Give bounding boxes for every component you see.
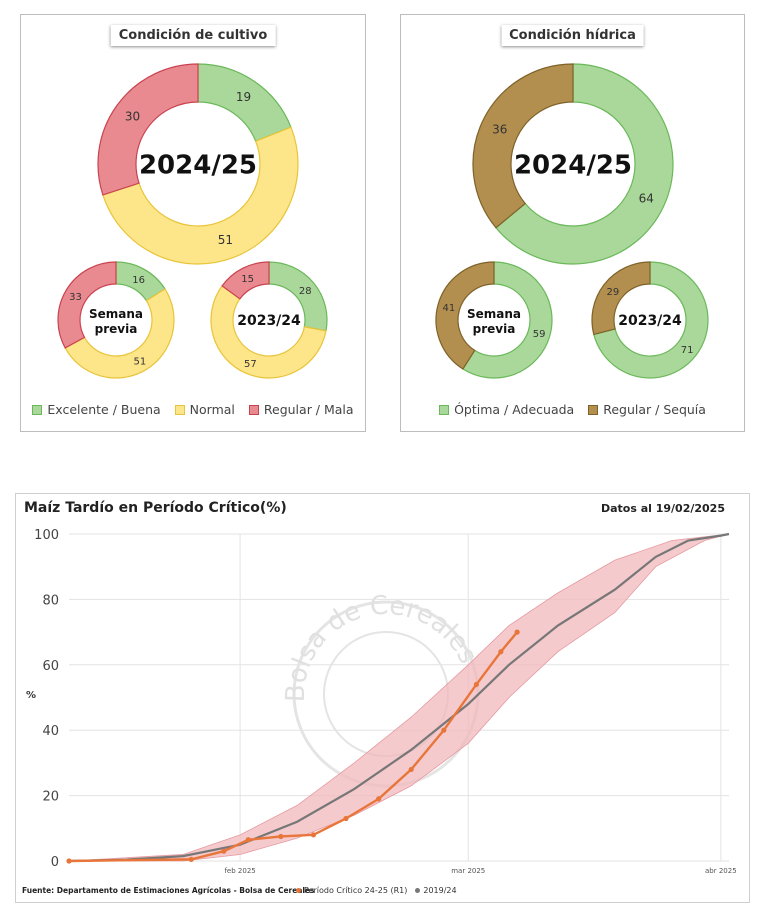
water-main-donut-value-good: 64 <box>639 191 654 205</box>
water-main-donut-slice-bad <box>472 63 574 229</box>
water-prev-donut-center-label-line1: Semana <box>467 307 521 321</box>
crop-prev-donut-slice-normal <box>64 288 175 379</box>
y-tick-label-20: 20 <box>42 790 59 805</box>
water-lastyear-donut: 71 29 2023/24 <box>591 261 709 379</box>
water-lastyear-donut-value-good: 71 <box>681 345 694 356</box>
legend-swatch-water-good <box>439 404 450 415</box>
crop-lastyear-donut: 28 57 15 2023/24 <box>210 261 328 379</box>
chart-source: Fuente: Departamento de Estimaciones Agr… <box>22 886 315 895</box>
legend-swatch-normal <box>174 404 185 415</box>
y-tick-label-60: 60 <box>42 659 59 674</box>
water-lastyear-donut-slice-bad <box>591 261 651 336</box>
y-tick-label-100: 100 <box>34 528 59 543</box>
crop-lastyear-donut-value-good: 28 <box>299 286 312 297</box>
chart-legend-label-r1: Período Crítico 24-25 (R1) <box>304 886 408 895</box>
crop-prev-donut-slice-bad <box>57 261 117 349</box>
legend-item-normal: Normal <box>174 402 235 417</box>
legend-swatch-bad <box>248 404 259 415</box>
series-point-r1-6 <box>343 815 349 822</box>
crop-main-donut-value-bad: 30 <box>125 109 140 123</box>
crop-lastyear-donut-slice-normal <box>210 285 327 379</box>
x-tick-label-1: mar 2025 <box>451 867 485 875</box>
legend-item-sequia: Regular / Sequía <box>588 402 706 417</box>
range-band <box>68 533 730 862</box>
legend-label-bad: Regular / Mala <box>263 402 354 417</box>
series-point-r1-7 <box>376 796 382 802</box>
crop-legend: Excelente / Buena Normal Regular / Mala <box>21 402 365 417</box>
crop-prev-donut-value-bad: 33 <box>69 292 82 303</box>
crop-lastyear-donut-center-label: 2023/24 <box>237 313 301 329</box>
water-lastyear-donut-slice-good <box>593 261 709 379</box>
y-tick-label-0: 0 <box>51 855 59 870</box>
water-panel-title: Condición hídrica <box>501 25 644 46</box>
series-point-r1-10 <box>473 681 480 688</box>
chart-date-note: Datos al 19/02/2025 <box>600 502 725 515</box>
series-point-r1-3 <box>245 837 251 843</box>
legend-swatch-good <box>32 404 43 415</box>
legend-item-excelente: Excelente / Buena <box>32 402 161 417</box>
crop-panel-title: Condición de cultivo <box>110 25 276 46</box>
x-tick-label-2: abr 2025 <box>705 867 737 875</box>
chart-legend-label-hist: 2019/24 <box>423 886 457 895</box>
legend-label-water-good: Óptima / Adecuada <box>454 402 575 417</box>
water-main-donut: 64 36 2024/25 <box>472 63 674 265</box>
series-point-r1-12 <box>514 629 520 635</box>
crop-lastyear-donut-value-normal: 57 <box>244 359 257 370</box>
crop-main-donut-slice-normal <box>102 126 299 265</box>
legend-label-good: Excelente / Buena <box>47 402 161 417</box>
water-main-donut-center-label: 2024/25 <box>514 150 632 180</box>
series-point-r1-4 <box>278 833 284 840</box>
legend-item-regular: Regular / Mala <box>248 402 354 417</box>
chart-legend-item-hist: 2019/24 <box>415 886 457 895</box>
water-condition-panel: 64 36 2024/25 59 41 Semana previa 71 29 2023/24 C… <box>400 14 745 432</box>
y-axis-label: % <box>26 690 36 701</box>
water-lastyear-donut-value-bad: 29 <box>606 287 619 298</box>
crop-lastyear-donut-value-bad: 15 <box>241 274 254 285</box>
crop-prev-donut-center-label-line1: Semana <box>89 307 143 321</box>
crop-prev-donut-value-normal: 51 <box>134 356 147 367</box>
crop-prev-donut-value-good: 16 <box>132 275 145 286</box>
crop-condition-panel: 19 51 30 2024/25 16 51 33 Semana previa 28 57 15 202… <box>20 14 366 432</box>
legend-item-optima: Óptima / Adecuada <box>439 402 574 417</box>
series-point-r1-9 <box>441 727 447 733</box>
crop-main-donut-value-good: 19 <box>236 90 251 104</box>
series-point-r1-1 <box>188 856 194 862</box>
water-prev-donut-value-bad: 41 <box>442 303 455 314</box>
chart-legend-item-r1: Período Crítico 24-25 (R1) <box>296 886 407 895</box>
series-point-r1-0 <box>66 858 72 864</box>
crop-main-donut: 19 51 30 2024/25 <box>97 63 299 265</box>
chart-legend: Período Crítico 24-25 (R1) 2019/24 <box>296 886 457 895</box>
crop-main-donut-center-label: 2024/25 <box>139 150 257 180</box>
water-legend: Óptima / Adecuada Regular / Sequía <box>401 402 744 417</box>
y-tick-label-80: 80 <box>42 593 59 608</box>
water-lastyear-donut-center-label: 2023/24 <box>618 313 682 329</box>
x-tick-label-0: feb 2025 <box>224 867 255 875</box>
y-tick-label-40: 40 <box>42 724 59 739</box>
series-point-r1-2 <box>221 848 227 854</box>
series-point-r1-11 <box>498 649 504 655</box>
legend-label-normal: Normal <box>189 402 235 417</box>
series-point-r1-8 <box>408 766 414 773</box>
crop-main-donut-value-normal: 51 <box>218 233 233 247</box>
water-main-donut-slice-good <box>495 63 674 265</box>
crop-main-donut-slice-bad <box>97 63 199 196</box>
water-prev-donut-value-good: 59 <box>533 329 546 340</box>
crop-prev-donut-center-label-line2: previa <box>95 322 138 336</box>
legend-label-water-bad: Regular / Sequía <box>603 402 706 417</box>
legend-swatch-water-bad <box>588 404 599 415</box>
critical-period-chart-panel: Maíz Tardío en Período Crítico(%) Datos … <box>15 493 750 903</box>
crop-lastyear-donut-slice-bad <box>221 261 270 300</box>
series-point-r1-5 <box>310 832 317 838</box>
series-line-2019-24 <box>68 532 730 863</box>
water-prev-donut-slice-bad <box>435 261 495 370</box>
water-prev-donut-slice-good <box>462 261 553 379</box>
chart-title: Maíz Tardío en Período Crítico(%) <box>24 500 287 516</box>
water-main-donut-value-bad: 36 <box>492 123 507 137</box>
water-prev-donut-center-label-line2: previa <box>473 322 516 336</box>
